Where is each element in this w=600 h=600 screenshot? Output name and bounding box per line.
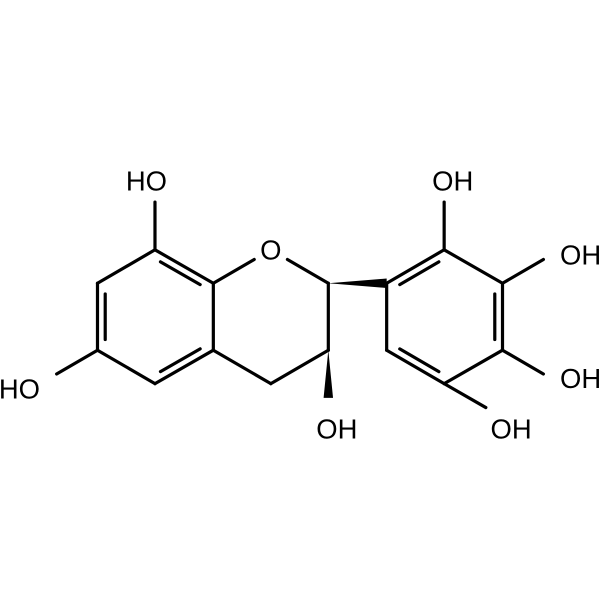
bond: [387, 350, 444, 383]
bond: [57, 350, 98, 374]
wedge-bond: [324, 350, 333, 398]
bond: [97, 350, 154, 383]
atom-label: O: [260, 234, 281, 265]
bond: [444, 350, 502, 383]
bond: [155, 250, 213, 283]
atom-label: OH: [560, 239, 600, 270]
atom-label: HO: [126, 166, 167, 197]
atom-label: OH: [432, 166, 473, 197]
bond: [503, 350, 544, 374]
bond: [213, 350, 270, 383]
bond: [97, 250, 154, 283]
bond: [287, 259, 328, 283]
bond: [444, 384, 486, 408]
atom-label: OH: [490, 414, 531, 445]
atom-label: OH: [560, 363, 600, 394]
wedge-bond: [328, 279, 386, 288]
bond: [444, 250, 502, 283]
bond: [271, 350, 328, 383]
atom-label: HO: [0, 373, 40, 404]
bond: [503, 259, 544, 283]
bond: [155, 350, 213, 383]
atom-label: OH: [316, 414, 357, 445]
bond: [387, 250, 444, 283]
chemical-structure-svg: O HO HO OH OH OH OH OH: [0, 0, 600, 600]
bond: [213, 259, 254, 283]
